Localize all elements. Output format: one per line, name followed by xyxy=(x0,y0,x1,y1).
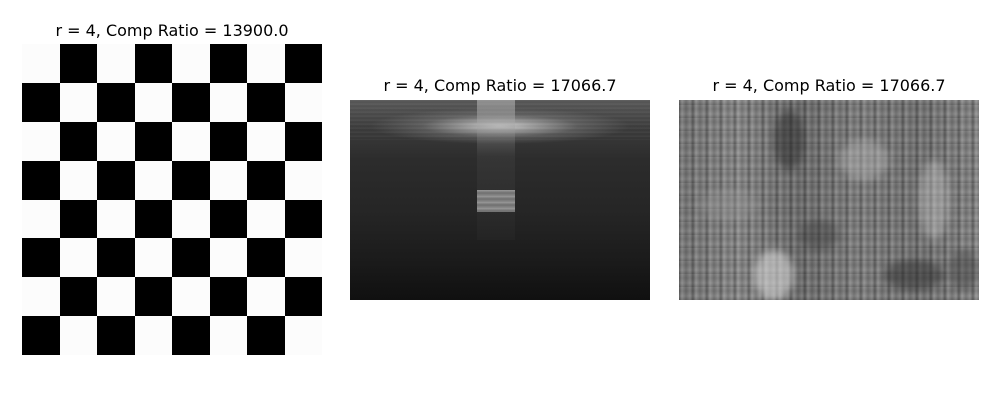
checker-cell xyxy=(134,44,173,84)
checker-cell xyxy=(247,238,285,278)
checker-cell xyxy=(22,238,60,278)
panel-title-2: r = 4, Comp Ratio = 17066.7 xyxy=(383,76,617,95)
checker-cell xyxy=(22,199,60,239)
image-bright-block xyxy=(477,190,515,212)
checker-cell xyxy=(22,316,60,355)
checker-cell xyxy=(172,121,210,162)
checker-cell xyxy=(209,277,248,317)
checker-cell xyxy=(284,121,322,162)
checker-cell xyxy=(172,82,210,123)
checker-cell xyxy=(97,199,135,239)
checker-cell xyxy=(172,316,210,355)
texture-blotch xyxy=(754,250,794,300)
checker-cell xyxy=(59,44,98,84)
image-bright-column xyxy=(477,100,515,240)
checker-cell xyxy=(172,199,210,239)
checker-cell xyxy=(247,82,285,123)
checker-cell xyxy=(59,238,98,278)
checker-cell xyxy=(134,160,173,200)
checkerboard-image xyxy=(22,44,322,355)
checker-cell xyxy=(97,316,135,355)
checker-cell xyxy=(284,316,322,355)
checker-cell xyxy=(22,121,60,162)
checker-cell xyxy=(209,160,248,200)
checker-cell xyxy=(134,82,173,123)
checker-cell xyxy=(59,121,98,162)
panel-title-1: r = 4, Comp Ratio = 13900.0 xyxy=(55,21,289,40)
checker-cell xyxy=(209,238,248,278)
checker-cell xyxy=(22,44,60,84)
checker-cell xyxy=(284,277,322,317)
checker-cell xyxy=(59,316,98,355)
checker-cell xyxy=(22,82,60,123)
checker-cell xyxy=(22,277,60,317)
checker-cell xyxy=(209,44,248,84)
checker-cell xyxy=(59,160,98,200)
checker-cell xyxy=(22,160,60,200)
checker-cell xyxy=(284,44,322,84)
checker-cell xyxy=(284,160,322,200)
checker-cell xyxy=(247,121,285,162)
checker-cell xyxy=(97,160,135,200)
checker-cell xyxy=(247,44,285,84)
texture-blotch xyxy=(919,160,949,240)
checker-cell xyxy=(97,277,135,317)
checker-cell xyxy=(134,277,173,317)
checker-cell xyxy=(247,199,285,239)
checker-cell xyxy=(97,82,135,123)
checker-cell xyxy=(209,121,248,162)
checker-cell xyxy=(284,82,322,123)
checker-cell xyxy=(284,199,322,239)
texture-blotch xyxy=(839,140,889,180)
checker-cell xyxy=(209,82,248,123)
checker-cell xyxy=(172,238,210,278)
checker-cell xyxy=(97,238,135,278)
checker-cell xyxy=(172,277,210,317)
texture-blotch xyxy=(699,190,759,220)
checker-cell xyxy=(134,199,173,239)
texture-blotch xyxy=(799,220,839,250)
checker-cell xyxy=(284,238,322,278)
checker-cell xyxy=(97,44,135,84)
checker-cell xyxy=(59,199,98,239)
texture-blotch xyxy=(949,250,979,290)
noisy-reconstruction-image xyxy=(679,100,979,300)
checker-cell xyxy=(59,82,98,123)
checker-cell xyxy=(209,316,248,355)
checker-cell xyxy=(134,238,173,278)
checker-cell xyxy=(97,121,135,162)
checker-cell xyxy=(247,160,285,200)
dark-reconstruction-image xyxy=(350,100,650,300)
texture-blotch xyxy=(774,110,804,170)
panel-title-3: r = 4, Comp Ratio = 17066.7 xyxy=(712,76,946,95)
checker-cell xyxy=(172,44,210,84)
checker-cell xyxy=(247,277,285,317)
checker-cell xyxy=(59,277,98,317)
checker-cell xyxy=(172,160,210,200)
checker-cell xyxy=(134,121,173,162)
checker-cell xyxy=(209,199,248,239)
checker-cell xyxy=(247,316,285,355)
checker-cell xyxy=(134,316,173,355)
texture-blotch xyxy=(884,260,944,290)
